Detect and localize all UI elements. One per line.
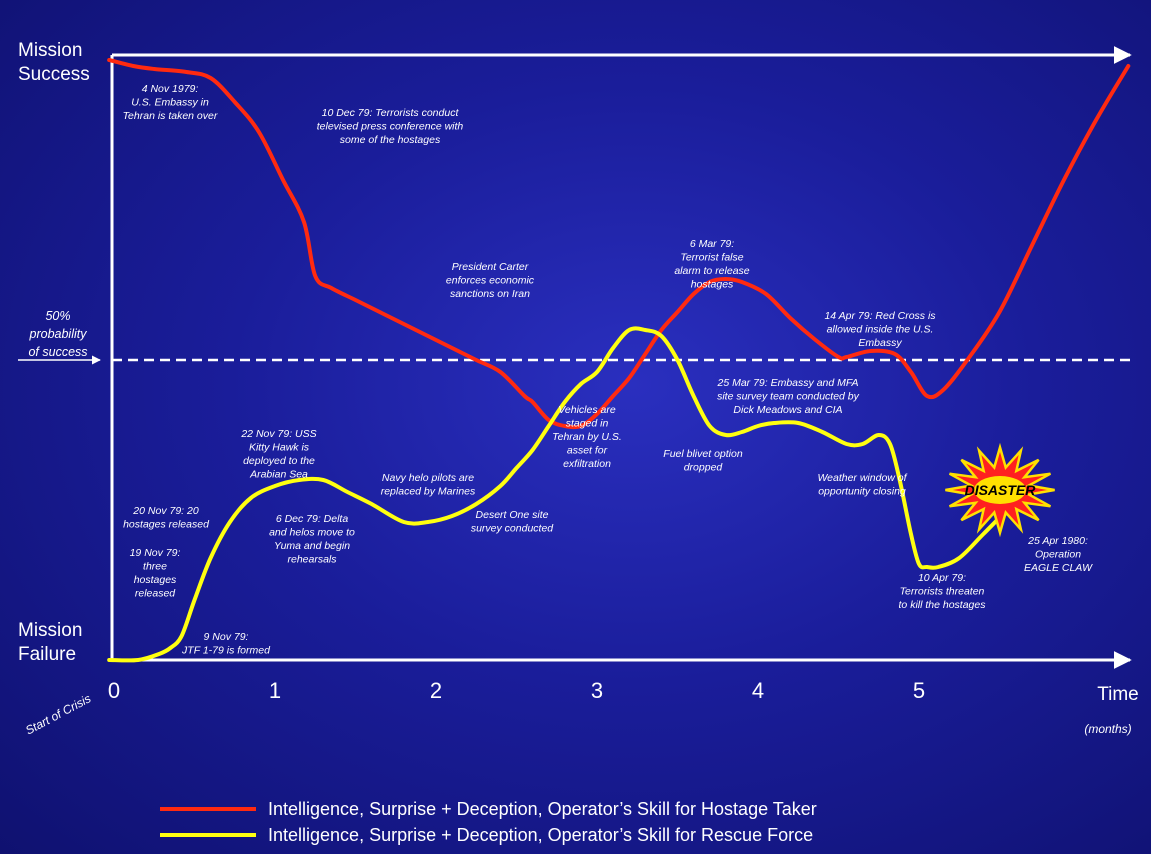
ann-fuel-line1: Fuel blivet option [663, 448, 743, 460]
x-tick-label-4: 4 [752, 678, 764, 703]
origin-label: Start of Crisis [23, 691, 93, 737]
x-tick-label-5: 5 [913, 678, 925, 703]
legend: Intelligence, Surprise + Deception, Oper… [160, 796, 817, 848]
legend-swatch-hostage-taker [160, 807, 256, 811]
ann-eagle-claw-line2: Operation [1035, 549, 1081, 561]
ann-20-released-line1: 20 Nov 79: 20 [132, 505, 199, 517]
ann-3-released-line3: hostages [134, 574, 177, 586]
ann-vehicles-line5: exfiltration [563, 458, 611, 470]
x-tick-label-1: 1 [269, 678, 281, 703]
series-line-rescue-force [107, 326, 1026, 663]
ann-carter-line1: President Carter [452, 261, 529, 273]
ann-3-released-line2: three [143, 561, 167, 573]
disaster-label: DISASTER [965, 482, 1037, 498]
axes [18, 46, 1132, 669]
ann-fuel-line2: dropped [684, 462, 724, 474]
ann-press-line3: some of the hostages [340, 134, 441, 146]
ann-vehicles-line3: Tehran by U.S. [552, 431, 622, 443]
series-lines [107, 58, 1131, 663]
ann-carter-line3: sanctions on Iran [450, 288, 530, 300]
ann-jtf-line1: 9 Nov 79: [204, 631, 249, 643]
threshold-label-line3: of success [28, 345, 87, 359]
threshold-label-line1: 50% [45, 309, 70, 323]
ann-embassy-line2: U.S. Embassy in [131, 97, 209, 109]
ann-survey-line3: Dick Meadows and CIA [733, 404, 842, 416]
ann-press-line1: 10 Dec 79: Terrorists conduct [322, 107, 460, 119]
ann-delta-line3: Yuma and begin [274, 540, 350, 552]
ann-vehicles-line1: Vehicles are [558, 404, 616, 416]
ann-delta-line1: 6 Dec 79: Delta [276, 513, 349, 525]
ann-weather-line1: Weather window of [817, 472, 907, 484]
legend-item-hostage-taker: Intelligence, Surprise + Deception, Oper… [160, 796, 817, 822]
disaster-burst-core [974, 476, 1026, 504]
x-axis-title: Time [1097, 684, 1139, 705]
ann-delta-line2: and helos move to [269, 527, 355, 539]
ann-kitty-hawk-line4: Arabian Sea [249, 469, 308, 481]
ann-20-released-line2: hostages released [123, 519, 210, 531]
ann-carter-line2: enforces economic [446, 275, 535, 287]
x-tick-label-2: 2 [430, 678, 442, 703]
ann-red-cross-line2: allowed inside the U.S. [827, 324, 934, 336]
ann-navy-line2: replaced by Marines [381, 486, 476, 498]
ann-kitty-hawk-line3: deployed to the [243, 455, 315, 467]
ann-threaten-line2: Terrorists threaten [900, 586, 985, 598]
ann-survey-line2: site survey team conducted by [717, 391, 860, 403]
legend-swatch-rescue-force [160, 833, 256, 837]
ann-threaten-line3: to kill the hostages [899, 599, 987, 611]
ann-3-released-line1: 19 Nov 79: [130, 547, 181, 559]
ann-vehicles-line2: staged in [566, 418, 609, 430]
x-tick-label-0: 0 [108, 678, 120, 703]
y-top-label-line1: Mission [18, 40, 82, 61]
ann-kitty-hawk-line1: 22 Nov 79: USS [240, 428, 316, 440]
ann-survey-line1: 25 Mar 79: Embassy and MFA [716, 377, 858, 389]
y-top-label-line2: Success [18, 64, 90, 85]
y-bottom-label-line1: Mission [18, 620, 82, 641]
series-line-hostage-taker [107, 58, 1131, 430]
x-axis-unit: (months) [1084, 722, 1131, 736]
ann-press-line2: televised press conference with [317, 121, 464, 133]
ann-jtf-line2: JTF 1-79 is formed [181, 645, 271, 657]
y-bottom-label-line2: Failure [18, 644, 76, 665]
ann-eagle-claw-line1: 25 Apr 1980: [1027, 535, 1088, 547]
ann-eagle-claw-line3: EAGLE CLAW [1024, 562, 1093, 574]
legend-label-rescue-force: Intelligence, Surprise + Deception, Oper… [268, 824, 814, 845]
threshold-label-line2: probability [29, 327, 88, 341]
ann-red-cross-line1: 14 Apr 79: Red Cross is [824, 310, 936, 322]
ann-desert-one-line1: Desert One site [476, 509, 549, 521]
legend-label-hostage-taker: Intelligence, Surprise + Deception, Oper… [268, 798, 817, 819]
ann-embassy-line1: 4 Nov 1979: [142, 83, 199, 95]
ann-false-alarm-line1: 6 Mar 79: [690, 238, 734, 250]
ann-red-cross-line3: Embassy [858, 337, 902, 349]
ann-false-alarm-line4: hostages [691, 279, 734, 291]
ann-weather-line2: opportunity closing [818, 486, 906, 498]
ann-delta-line4: rehearsals [287, 554, 337, 566]
ann-false-alarm-line2: Terrorist false [680, 252, 743, 264]
ann-embassy-line3: Tehran is taken over [123, 110, 218, 122]
ann-vehicles-line4: asset for [567, 445, 608, 457]
ann-threaten-line1: 10 Apr 79: [918, 572, 966, 584]
legend-item-rescue-force: Intelligence, Surprise + Deception, Oper… [160, 822, 817, 848]
ann-3-released-line4: released [135, 588, 176, 600]
ann-desert-one-line2: survey conducted [471, 523, 554, 535]
x-tick-label-3: 3 [591, 678, 603, 703]
ann-navy-line1: Navy helo pilots are [382, 472, 474, 484]
ann-false-alarm-line3: alarm to release [674, 265, 749, 277]
ann-kitty-hawk-line2: Kitty Hawk is [249, 442, 310, 454]
